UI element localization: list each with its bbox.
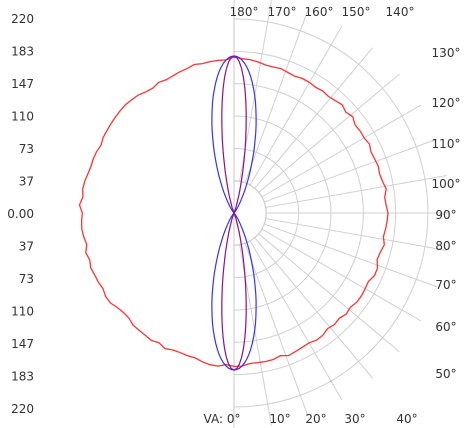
angle-label-top: 170°: [268, 5, 297, 19]
angle-label-top: 180°: [230, 5, 259, 19]
angle-label-right: 120°: [432, 96, 461, 110]
radial-tick-label: 73: [19, 272, 34, 286]
angle-label-right: 60°: [435, 320, 456, 334]
radial-tick-label: 0.00: [7, 207, 34, 221]
grid-spoke: [258, 73, 400, 193]
grid-spoke: [254, 237, 374, 379]
angle-label-bottom: VA: 0°: [204, 412, 241, 426]
grid-spoke: [244, 9, 309, 184]
grid-spoke: [249, 240, 343, 401]
grid-spoke: [261, 104, 422, 198]
grid-spoke: [263, 223, 438, 288]
radial-tick-label: 110: [11, 110, 34, 124]
angle-label-bottom: 30°: [344, 412, 365, 426]
radial-tick-label: 183: [11, 45, 34, 59]
grid-spoke: [261, 228, 422, 322]
angle-label-right: 100°: [432, 177, 461, 191]
axis-labels: 220 183 147 110 73 37 0.00 37 73 110 147 183 220 180°…: [7, 5, 460, 426]
angle-label-bottom: 40°: [396, 412, 417, 426]
radial-tick-label: 220: [11, 12, 34, 26]
series-layer: [78, 55, 389, 371]
grid-spoke: [249, 25, 343, 186]
polar-grid: [233, 0, 450, 428]
angle-label-top: 140°: [386, 5, 415, 19]
grid-spoke: [258, 233, 400, 353]
series-red-curve: [78, 56, 389, 368]
angle-label-bottom: 10°: [269, 412, 290, 426]
angle-label-bottom: 20°: [305, 412, 326, 426]
radial-tick-label: 147: [11, 337, 34, 351]
radial-tick-label: 220: [11, 402, 34, 416]
radial-tick-label: 73: [19, 142, 34, 156]
angle-label-top: 160°: [305, 5, 334, 19]
grid-spoke: [244, 242, 309, 417]
grid-spoke: [254, 47, 374, 189]
radial-tick-label: 147: [11, 77, 34, 91]
angle-label-right: 70°: [435, 278, 456, 292]
radial-tick-label: 110: [11, 305, 34, 319]
grid-spoke: [265, 218, 447, 252]
angle-label-top: 150°: [342, 5, 371, 19]
radial-tick-label: 37: [19, 175, 34, 189]
angle-label-right: 130°: [432, 46, 461, 60]
grid-spoke: [265, 174, 447, 208]
series-purple-lobes: [221, 55, 247, 371]
grid-spoke: [263, 138, 438, 203]
radial-tick-label: 37: [19, 240, 34, 254]
angle-label-right: 80°: [435, 239, 456, 253]
radial-tick-label: 183: [11, 370, 34, 384]
angle-label-right: 110°: [432, 137, 461, 151]
angle-label-right: 90°: [435, 208, 456, 222]
angle-label-right: 50°: [435, 367, 456, 381]
